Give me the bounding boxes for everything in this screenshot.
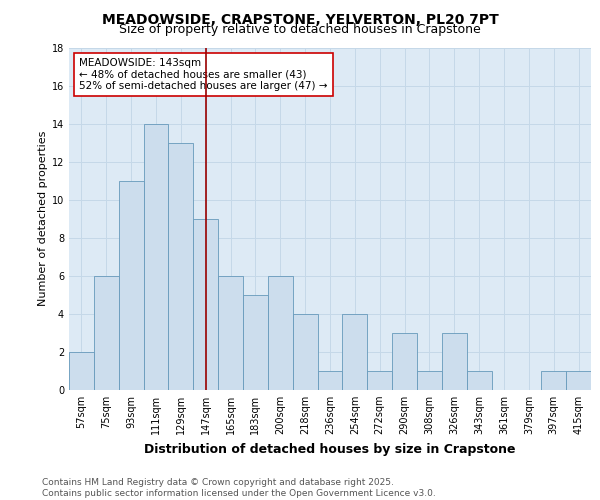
Bar bbox=[243, 295, 268, 390]
Y-axis label: Number of detached properties: Number of detached properties bbox=[38, 131, 47, 306]
Bar bbox=[317, 371, 343, 390]
Text: MEADOWSIDE, CRAPSTONE, YELVERTON, PL20 7PT: MEADOWSIDE, CRAPSTONE, YELVERTON, PL20 7… bbox=[101, 12, 499, 26]
Bar bbox=[367, 371, 392, 390]
Bar bbox=[442, 333, 467, 390]
Bar bbox=[218, 276, 243, 390]
Bar bbox=[268, 276, 293, 390]
Text: MEADOWSIDE: 143sqm
← 48% of detached houses are smaller (43)
52% of semi-detache: MEADOWSIDE: 143sqm ← 48% of detached hou… bbox=[79, 58, 328, 91]
Bar bbox=[193, 219, 218, 390]
Bar bbox=[94, 276, 119, 390]
Bar bbox=[293, 314, 317, 390]
Bar bbox=[69, 352, 94, 390]
Text: Size of property relative to detached houses in Crapstone: Size of property relative to detached ho… bbox=[119, 22, 481, 36]
Bar bbox=[169, 142, 193, 390]
Bar bbox=[417, 371, 442, 390]
Bar bbox=[541, 371, 566, 390]
Bar bbox=[119, 180, 143, 390]
Bar bbox=[343, 314, 367, 390]
Bar bbox=[566, 371, 591, 390]
Text: Contains HM Land Registry data © Crown copyright and database right 2025.
Contai: Contains HM Land Registry data © Crown c… bbox=[42, 478, 436, 498]
Bar bbox=[392, 333, 417, 390]
Bar bbox=[467, 371, 491, 390]
Bar bbox=[143, 124, 169, 390]
X-axis label: Distribution of detached houses by size in Crapstone: Distribution of detached houses by size … bbox=[144, 442, 516, 456]
